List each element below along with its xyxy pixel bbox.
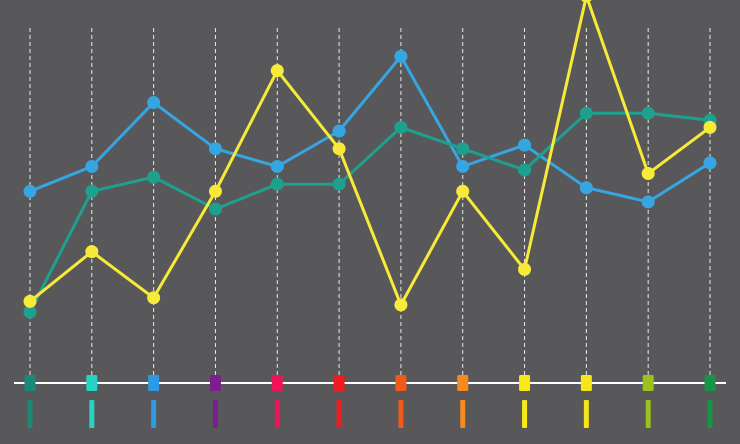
- data-point: [208, 142, 222, 156]
- category-marker: [457, 375, 469, 391]
- data-point: [270, 64, 284, 78]
- category-marker: [395, 375, 407, 391]
- category-tick: [212, 400, 218, 428]
- data-point: [23, 294, 37, 308]
- data-point: [147, 96, 161, 110]
- data-point: [208, 184, 222, 198]
- data-point: [23, 305, 37, 319]
- category-marker: [704, 375, 716, 391]
- series-line-1: [28, 54, 712, 204]
- data-point: [23, 184, 37, 198]
- category-tick: [522, 400, 528, 428]
- category-tick: [645, 400, 651, 428]
- data-point: [208, 202, 222, 216]
- category-tick: [274, 400, 280, 428]
- data-point: [394, 298, 408, 312]
- data-point: [456, 184, 470, 198]
- data-point: [641, 167, 655, 181]
- data-point: [332, 177, 346, 191]
- category-markers: [24, 375, 716, 428]
- category-tick: [460, 400, 466, 428]
- data-point: [147, 291, 161, 305]
- category-marker: [86, 375, 98, 391]
- data-point: [394, 120, 408, 134]
- data-point: [703, 120, 717, 134]
- data-point: [703, 156, 717, 170]
- data-point: [270, 177, 284, 191]
- category-tick: [89, 400, 95, 428]
- data-point: [394, 49, 408, 63]
- series-line-2: [28, 111, 712, 314]
- series-lines: [28, 0, 712, 314]
- category-marker: [333, 375, 345, 391]
- category-tick: [27, 400, 33, 428]
- category-marker: [24, 375, 36, 391]
- data-point: [85, 184, 99, 198]
- series-line-3: [28, 0, 712, 307]
- data-point: [579, 181, 593, 195]
- data-point: [332, 124, 346, 138]
- category-marker: [271, 375, 283, 391]
- category-marker: [642, 375, 654, 391]
- category-tick: [336, 400, 342, 428]
- data-point: [641, 106, 655, 120]
- data-point: [456, 142, 470, 156]
- data-point: [147, 170, 161, 184]
- grid-lines: [29, 28, 711, 383]
- data-point: [518, 262, 532, 276]
- data-point: [332, 142, 346, 156]
- category-marker: [580, 375, 592, 391]
- data-point: [581, 0, 592, 3]
- data-point: [518, 138, 532, 152]
- data-point: [85, 245, 99, 259]
- data-point: [579, 106, 593, 120]
- category-marker: [209, 375, 221, 391]
- category-marker: [519, 375, 531, 391]
- category-marker: [148, 375, 160, 391]
- category-tick: [583, 400, 589, 428]
- data-point: [85, 159, 99, 173]
- data-point: [456, 159, 470, 173]
- data-point: [518, 163, 532, 177]
- data-point: [641, 195, 655, 209]
- series-points: [23, 0, 717, 319]
- category-tick: [707, 400, 713, 428]
- category-tick: [398, 400, 404, 428]
- data-point: [270, 159, 284, 173]
- category-tick: [151, 400, 157, 428]
